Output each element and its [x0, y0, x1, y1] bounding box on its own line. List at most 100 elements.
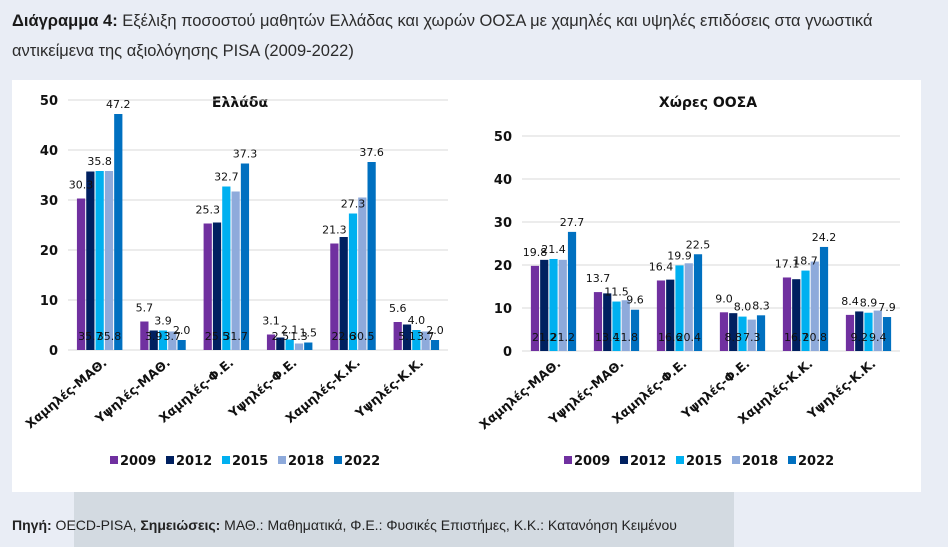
- data-label: 22.5: [686, 238, 711, 251]
- y-tick-label: 40: [40, 144, 58, 159]
- legend-swatch-2012: [166, 456, 174, 464]
- source-text: OECD-PISA,: [51, 517, 141, 533]
- legend-label-2022: 2022: [798, 454, 834, 469]
- legend-label-2022: 2022: [344, 454, 380, 469]
- bar-2012: [212, 222, 222, 350]
- bar-2009: [76, 198, 86, 350]
- chart-title: Ελλάδα: [212, 95, 269, 111]
- data-label: 25.3: [195, 204, 220, 217]
- bar-2012: [276, 337, 285, 350]
- bar-2009: [530, 265, 540, 351]
- data-label: 30.3: [69, 179, 94, 192]
- data-label: 22.6: [331, 330, 356, 343]
- figure-caption: Διάγραμμα 4: Εξέλιξη ποσοστού μαθητών Ελ…: [12, 6, 932, 66]
- chart-panel: [12, 80, 921, 492]
- data-label: 35.8: [97, 330, 122, 343]
- bar-2015: [864, 312, 873, 351]
- bar-2018: [873, 310, 882, 351]
- bar-2022: [630, 309, 640, 351]
- legend-label-2012: 2012: [176, 454, 212, 469]
- data-label: 16.6: [658, 331, 683, 344]
- data-label: 9.4: [869, 331, 887, 344]
- data-label: 37.6: [359, 146, 384, 159]
- bar-2022: [367, 162, 376, 350]
- y-tick-label: 50: [40, 94, 58, 109]
- data-label: 24.2: [812, 231, 837, 244]
- legend-swatch-2012: [620, 456, 628, 464]
- y-tick-label: 10: [494, 302, 512, 317]
- x-tick-label: Υψηλές-Κ.Κ.: [804, 356, 879, 422]
- data-label: 2.5: [272, 330, 290, 343]
- bar-2022: [819, 246, 829, 351]
- data-label: 5.1: [398, 330, 416, 343]
- data-label: 8.8: [724, 331, 742, 344]
- legend-swatch-2015: [676, 456, 684, 464]
- data-label: 16.7: [784, 331, 809, 344]
- data-label: 3.7: [164, 330, 182, 343]
- source-label: Πηγή:: [12, 517, 52, 533]
- data-label: 31.7: [223, 330, 248, 343]
- data-label: 2.1: [281, 324, 299, 337]
- bar-2018: [747, 319, 756, 351]
- legend-label-2012: 2012: [630, 454, 666, 469]
- y-tick-label: 20: [494, 259, 512, 274]
- bar-2009: [140, 321, 149, 350]
- bar-2018: [684, 263, 693, 351]
- data-label: 25.5: [205, 330, 230, 343]
- bar-2018: [621, 300, 630, 351]
- y-tick-label: 0: [49, 344, 58, 359]
- data-label: 13.4: [595, 331, 620, 344]
- data-label: 1.5: [300, 327, 318, 340]
- data-label: 3.9: [145, 330, 163, 343]
- data-label: 17.1: [775, 257, 800, 270]
- legend-label-2018: 2018: [288, 454, 324, 469]
- bar-2015: [348, 213, 358, 350]
- bar-2022: [114, 114, 123, 350]
- bar-2012: [603, 293, 612, 351]
- bar-2009: [593, 292, 603, 351]
- bar-2012: [855, 311, 864, 351]
- bar-2012: [149, 330, 158, 350]
- data-label: 8.0: [734, 301, 752, 314]
- data-label: 9.2: [850, 331, 868, 344]
- data-label: 9.0: [715, 292, 733, 305]
- bar-2022: [567, 231, 577, 351]
- bar-2015: [222, 186, 231, 350]
- data-label: 5.7: [136, 302, 154, 315]
- data-label: 27.3: [341, 198, 366, 211]
- bar-2018: [168, 331, 177, 350]
- data-label: 19.9: [667, 249, 692, 262]
- data-label: 32.7: [214, 171, 239, 184]
- legend-label-2018: 2018: [742, 454, 778, 469]
- data-label: 2.0: [426, 324, 444, 337]
- legend-label-2015: 2015: [232, 454, 268, 469]
- legend-swatch-2022: [788, 456, 796, 464]
- bar-2018: [294, 343, 304, 350]
- source-highlight: [74, 492, 734, 547]
- bar-2015: [675, 265, 684, 351]
- data-label: 7.3: [743, 331, 761, 344]
- data-label: 27.7: [560, 216, 585, 229]
- data-label: 16.4: [649, 260, 674, 273]
- bar-2009: [719, 312, 729, 351]
- bar-2015: [612, 301, 621, 351]
- caption-text: Εξέλιξη ποσοστού μαθητών Ελλάδας και χωρ…: [12, 12, 873, 60]
- bar-2012: [402, 324, 412, 350]
- bar-2022: [177, 340, 186, 350]
- bar-2012: [339, 237, 348, 350]
- notes-text: ΜΑΘ.: Μαθηματικά, Φ.Ε.: Φυσικές Επιστήμε…: [220, 517, 677, 533]
- bar-2009: [845, 314, 855, 351]
- data-label: 18.7: [793, 255, 818, 268]
- data-label: 30.5: [350, 330, 375, 343]
- bar-2015: [285, 339, 294, 350]
- data-label: 8.4: [841, 295, 859, 308]
- data-label: 35.8: [87, 155, 112, 168]
- bar-2009: [393, 322, 402, 350]
- data-label: 9.6: [626, 294, 644, 307]
- data-label: 1.3: [290, 330, 308, 343]
- data-label: 20.4: [677, 331, 702, 344]
- legend-swatch-2015: [222, 456, 230, 464]
- data-label: 3.9: [154, 315, 172, 328]
